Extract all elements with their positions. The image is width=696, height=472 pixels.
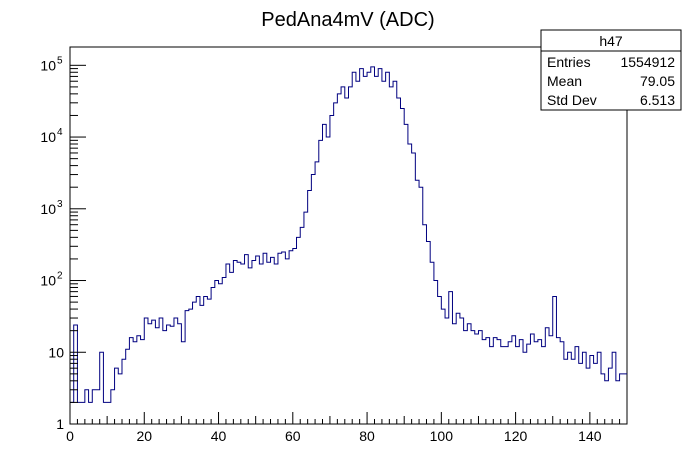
x-tick-label: 80 bbox=[359, 428, 375, 444]
y-tick-exponent: 2 bbox=[57, 271, 63, 282]
x-tick-label: 140 bbox=[578, 428, 602, 444]
x-tick-label: 40 bbox=[211, 428, 227, 444]
stats-label-entries: Entries bbox=[547, 54, 591, 70]
stats-box-border bbox=[540, 29, 682, 111]
plot-frame bbox=[69, 46, 628, 425]
y-tick-exponent: 5 bbox=[57, 55, 63, 66]
y-tick-label: 10 bbox=[40, 273, 56, 289]
stats-value-std-dev: 6.513 bbox=[640, 92, 675, 108]
stats-label-mean: Mean bbox=[547, 73, 582, 89]
y-tick-exponent: 3 bbox=[57, 199, 63, 210]
stats-box: h47 Entries 1554912 Mean 79.05 Std Dev 6… bbox=[540, 29, 682, 111]
y-tick-exponent: 4 bbox=[57, 127, 63, 138]
y-tick-label: 10 bbox=[40, 57, 56, 73]
y-tick-label: 1 bbox=[56, 416, 64, 432]
x-tick-label: 0 bbox=[66, 428, 74, 444]
plot-border bbox=[69, 46, 628, 425]
histogram-series bbox=[70, 66, 627, 403]
x-tick-label: 100 bbox=[430, 428, 454, 444]
y-tick-label: 10 bbox=[48, 344, 64, 360]
stats-value-mean: 79.05 bbox=[640, 73, 675, 89]
x-tick-label: 20 bbox=[136, 428, 152, 444]
histogram-line bbox=[70, 66, 627, 403]
chart-title: PedAna4mV (ADC) bbox=[261, 9, 434, 31]
x-tick-label: 120 bbox=[504, 428, 528, 444]
stats-value-entries: 1554912 bbox=[620, 54, 675, 70]
stats-label-std-dev: Std Dev bbox=[547, 92, 597, 108]
stats-histogram-name: h47 bbox=[599, 33, 623, 49]
x-tick-label: 60 bbox=[285, 428, 301, 444]
y-tick-label: 10 bbox=[40, 201, 56, 217]
y-tick-label: 10 bbox=[40, 129, 56, 145]
x-axis: 0 20 40 60 80 100 120 140 bbox=[66, 412, 628, 444]
